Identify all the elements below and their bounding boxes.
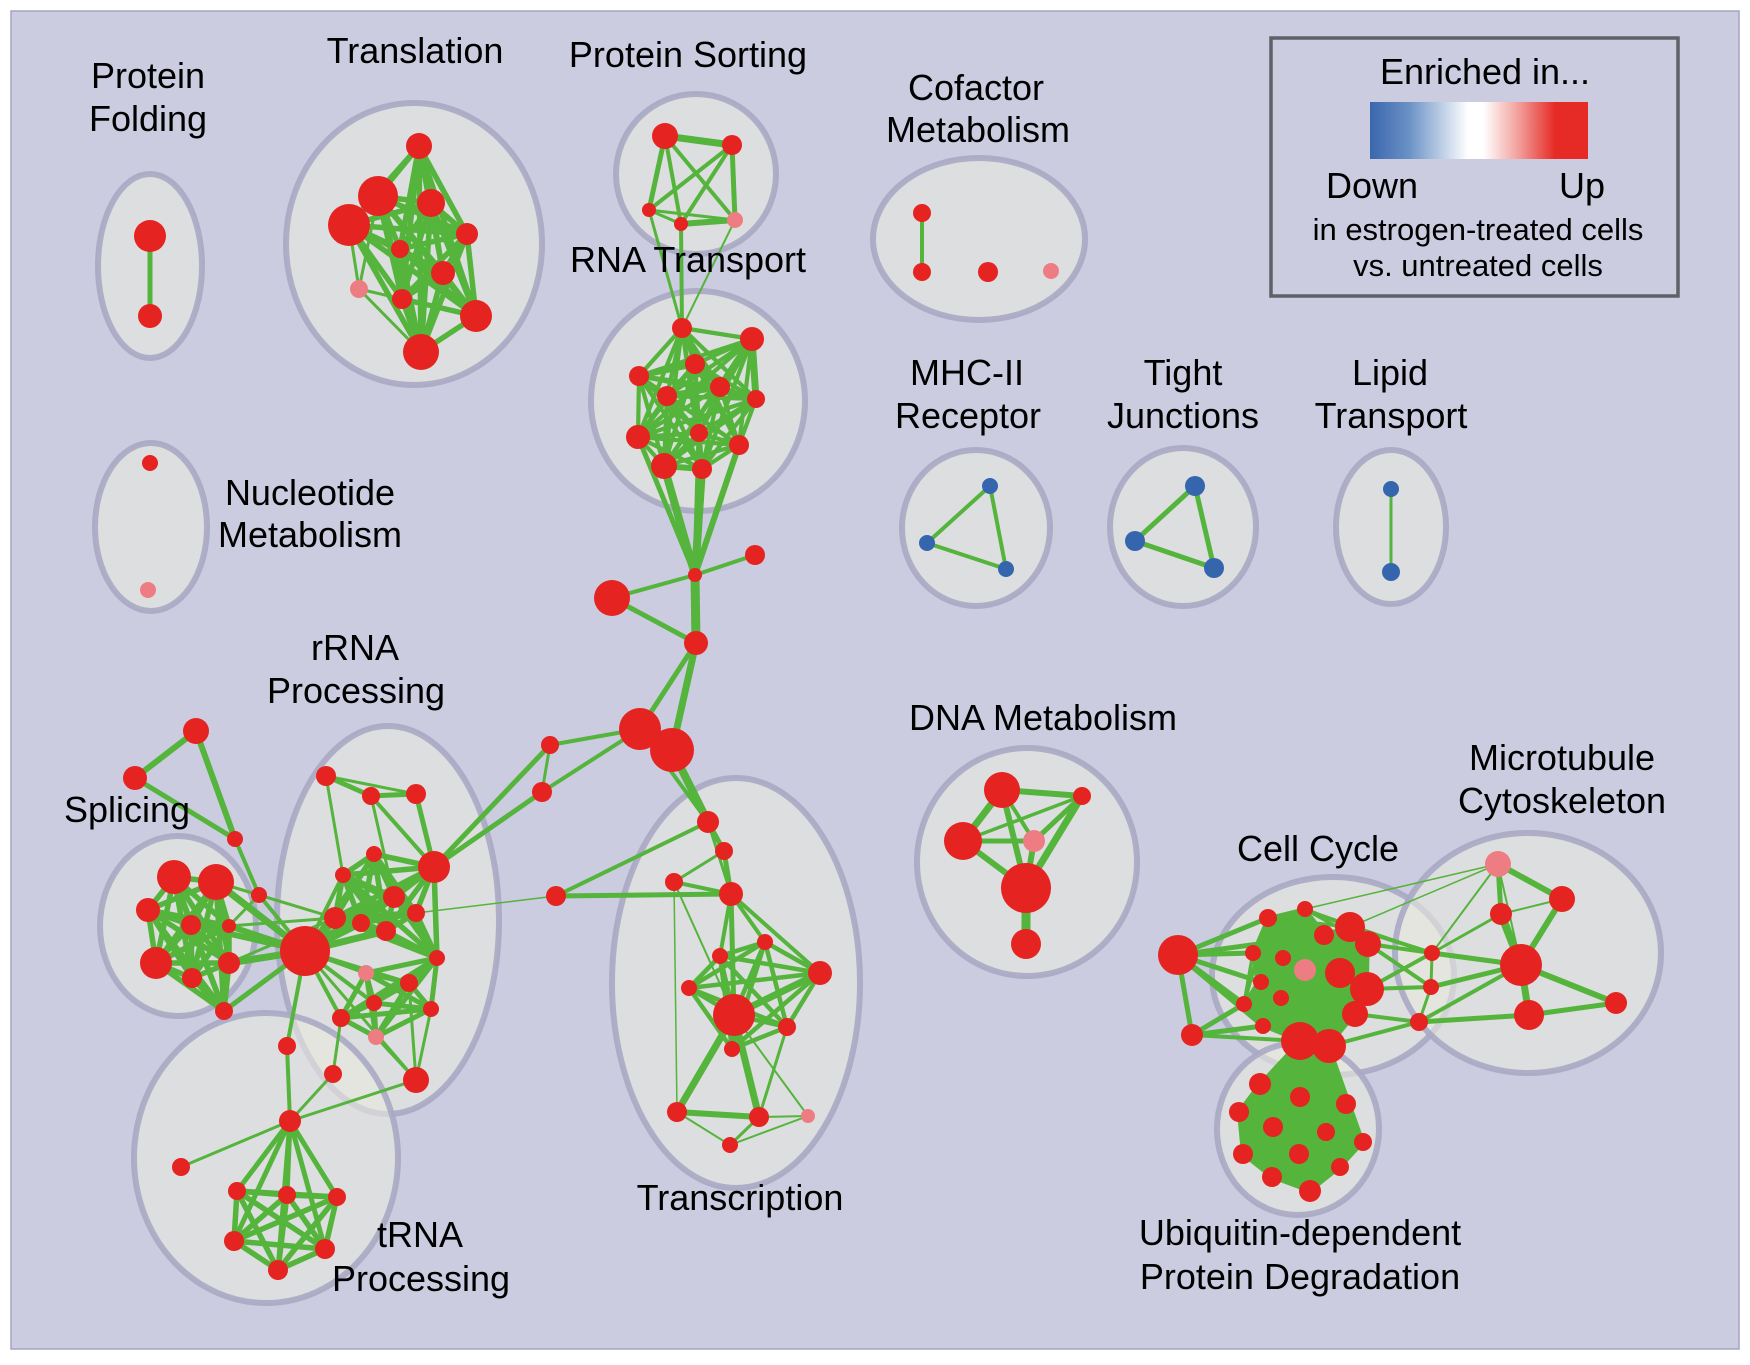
svg-text:Protein: Protein [91, 55, 205, 96]
svg-text:Processing: Processing [267, 670, 445, 711]
svg-text:in estrogen-treated cells: in estrogen-treated cells [1313, 212, 1644, 247]
svg-text:Enriched in...: Enriched in... [1380, 51, 1590, 92]
svg-text:Cofactor: Cofactor [908, 67, 1044, 108]
svg-text:Folding: Folding [89, 98, 207, 139]
svg-text:Ubiquitin-dependent: Ubiquitin-dependent [1139, 1212, 1461, 1253]
svg-text:rRNA: rRNA [311, 627, 399, 668]
svg-text:Cell Cycle: Cell Cycle [1237, 828, 1399, 869]
svg-text:MHC-II: MHC-II [910, 352, 1024, 393]
svg-text:Microtubule: Microtubule [1469, 737, 1655, 778]
svg-text:vs. untreated cells: vs. untreated cells [1353, 248, 1603, 283]
svg-text:Up: Up [1559, 165, 1605, 206]
svg-text:Processing: Processing [332, 1258, 510, 1299]
svg-text:Down: Down [1326, 165, 1418, 206]
svg-text:Nucleotide: Nucleotide [225, 472, 395, 513]
svg-text:Junctions: Junctions [1107, 395, 1259, 436]
svg-text:Transcription: Transcription [637, 1177, 844, 1218]
svg-text:RNA Transport: RNA Transport [570, 239, 806, 280]
svg-text:tRNA: tRNA [377, 1214, 463, 1255]
svg-text:Receptor: Receptor [895, 395, 1041, 436]
svg-text:Tight: Tight [1144, 352, 1223, 393]
svg-text:Splicing: Splicing [64, 789, 190, 830]
svg-text:Metabolism: Metabolism [218, 514, 402, 555]
svg-text:Lipid: Lipid [1352, 352, 1428, 393]
svg-text:Protein Sorting: Protein Sorting [569, 34, 807, 75]
svg-text:Transport: Transport [1315, 395, 1468, 436]
svg-text:Cytoskeleton: Cytoskeleton [1458, 780, 1666, 821]
svg-text:Protein Degradation: Protein Degradation [1140, 1256, 1460, 1297]
svg-text:Translation: Translation [327, 30, 504, 71]
svg-text:Metabolism: Metabolism [886, 109, 1070, 150]
svg-text:DNA Metabolism: DNA Metabolism [909, 697, 1177, 738]
